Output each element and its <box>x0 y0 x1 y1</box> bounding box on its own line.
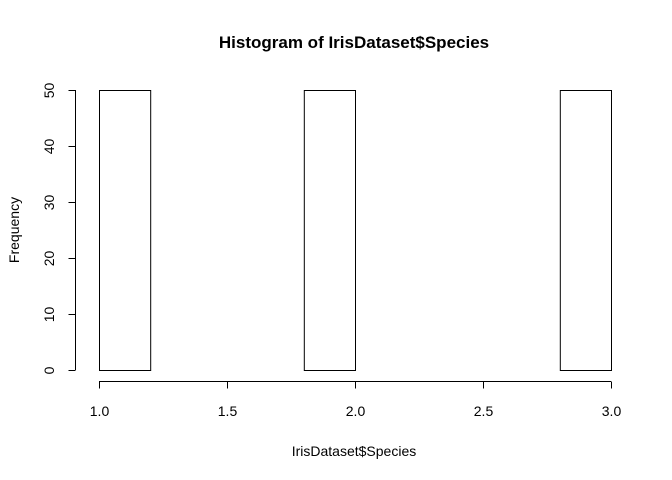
y-axis-label: Frequency <box>6 197 22 263</box>
histogram-bar-0 <box>99 90 152 371</box>
y-tick-label-0: 0 <box>41 366 57 374</box>
y-tick-label-2: 20 <box>41 251 57 267</box>
x-tick-label-2: 2.0 <box>346 403 366 419</box>
y-axis: 0 10 20 30 40 50 <box>41 83 76 374</box>
y-tick-label-4: 40 <box>41 139 57 155</box>
y-tick-label-5: 50 <box>41 83 57 99</box>
x-tick-label-1: 1.5 <box>218 403 238 419</box>
histogram-bar-9 <box>559 90 612 371</box>
histogram-bar-4 <box>303 90 356 371</box>
x-tick-label-4: 3.0 <box>602 403 622 419</box>
x-axis-label: IrisDataset$Species <box>292 443 417 459</box>
chart-title: Histogram of IrisDataset$Species <box>219 33 489 52</box>
y-tick-label-1: 10 <box>41 307 57 323</box>
x-tick-label-3: 2.5 <box>474 403 494 419</box>
y-tick-label-3: 30 <box>41 195 57 211</box>
x-tick-label-0: 1.0 <box>90 403 110 419</box>
x-axis: 1.0 1.5 2.0 2.5 3.0 <box>90 381 622 419</box>
bars-group <box>99 90 612 371</box>
